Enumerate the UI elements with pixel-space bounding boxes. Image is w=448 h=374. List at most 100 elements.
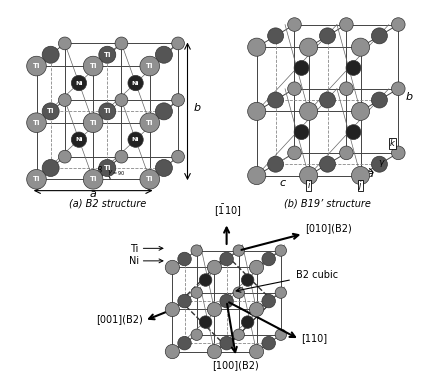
Circle shape [300,166,318,185]
Circle shape [165,344,180,359]
Circle shape [250,260,263,275]
Circle shape [71,132,86,147]
Circle shape [115,37,128,50]
Text: (b) B19’ structure: (b) B19’ structure [284,198,371,208]
Text: $c$: $c$ [279,178,287,188]
Circle shape [371,92,388,108]
Circle shape [220,252,233,266]
Circle shape [346,61,361,76]
Circle shape [352,102,370,120]
Circle shape [220,294,233,308]
Text: Ti: Ti [103,108,111,114]
Circle shape [58,150,71,163]
Text: $b$: $b$ [405,90,414,102]
Circle shape [207,260,222,275]
Circle shape [99,103,116,120]
Circle shape [233,245,245,256]
Circle shape [340,18,353,31]
Circle shape [233,287,245,298]
Text: Ti: Ti [89,120,97,126]
Circle shape [191,287,202,298]
Circle shape [199,274,212,286]
Text: Ti: Ti [146,176,154,182]
Text: B2 cubic: B2 cubic [296,270,338,280]
Text: Ti: Ti [146,63,154,69]
Text: Ti: Ti [103,52,111,58]
Circle shape [248,166,266,185]
Text: [010](B2): [010](B2) [305,223,352,233]
Circle shape [27,113,46,132]
Circle shape [275,287,287,298]
Circle shape [115,94,128,107]
Circle shape [191,245,202,256]
Circle shape [178,336,191,350]
Text: Ti: Ti [33,120,40,126]
Circle shape [262,294,276,308]
Circle shape [340,146,353,160]
Circle shape [83,113,103,132]
Text: Ni: Ni [132,80,139,86]
Circle shape [58,94,71,107]
Circle shape [288,82,301,95]
Circle shape [155,46,172,63]
Circle shape [275,329,287,340]
Circle shape [172,37,185,50]
Text: $a$: $a$ [366,169,374,180]
Text: [001](B2): [001](B2) [96,315,142,325]
Circle shape [128,76,143,91]
Text: Ti: Ti [89,63,97,69]
Circle shape [267,92,284,108]
Circle shape [371,28,388,44]
Circle shape [220,336,233,350]
Circle shape [140,56,159,76]
Circle shape [191,329,202,340]
Circle shape [115,150,128,163]
Circle shape [83,56,103,76]
Circle shape [58,37,71,50]
Circle shape [262,336,276,350]
Circle shape [294,61,309,76]
Circle shape [172,150,185,163]
Circle shape [165,260,180,275]
Circle shape [178,294,191,308]
Text: k: k [390,139,395,148]
Circle shape [267,156,284,172]
Circle shape [262,252,276,266]
Text: Ni: Ni [75,80,83,86]
Circle shape [83,169,103,189]
Circle shape [371,156,388,172]
Text: Ti: Ti [89,176,97,182]
Circle shape [248,38,266,56]
Circle shape [42,103,59,120]
Circle shape [128,132,143,147]
Circle shape [300,38,318,56]
Circle shape [352,166,370,185]
Text: [100](B2): [100](B2) [213,360,259,370]
Circle shape [241,274,254,286]
Text: Ti: Ti [130,244,139,254]
Circle shape [275,245,287,256]
Circle shape [233,329,245,340]
Circle shape [27,56,46,76]
Text: [110]: [110] [302,333,327,343]
Text: Ni: Ni [75,137,83,142]
Text: Ti: Ti [33,63,40,69]
Text: Ni: Ni [132,137,139,142]
Circle shape [294,125,309,140]
Circle shape [155,159,172,177]
Circle shape [199,316,212,328]
Circle shape [155,103,172,120]
Text: Ti: Ti [33,176,40,182]
Text: Ni: Ni [129,256,139,266]
Circle shape [241,316,254,328]
Circle shape [300,102,318,120]
Circle shape [250,344,263,359]
Circle shape [207,302,222,316]
Circle shape [27,169,46,189]
Text: Ti: Ti [47,108,54,114]
Circle shape [340,82,353,95]
Text: $a$: $a$ [89,189,97,199]
Circle shape [346,125,361,140]
Circle shape [99,46,116,63]
Text: $\beta$: $\beta$ [96,164,103,177]
